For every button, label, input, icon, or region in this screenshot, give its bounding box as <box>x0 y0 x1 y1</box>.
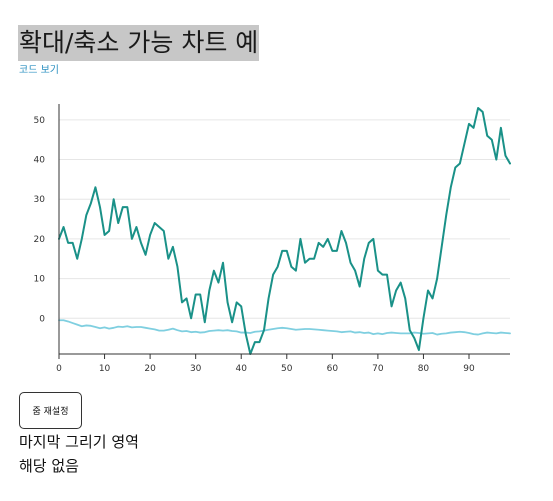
y-tick-label: 10 <box>34 275 46 285</box>
page-title: 확대/축소 가능 차트 예 <box>18 25 260 61</box>
x-tick-label: 10 <box>99 364 111 374</box>
series-line-1 <box>58 106 511 355</box>
x-tick-label: 20 <box>144 364 156 374</box>
x-tick-label: 0 <box>56 364 62 374</box>
y-tick-label: 30 <box>34 195 46 205</box>
x-tick-label: 80 <box>418 364 430 374</box>
view-code-link[interactable]: 코드 보기 <box>19 65 59 76</box>
x-tick-label: 40 <box>235 364 247 374</box>
y-tick-label: 40 <box>34 156 46 166</box>
y-tick-label: 20 <box>34 235 46 245</box>
zoomable-chart[interactable]: 0 10 20 30 40 50 0 10 20 30 40 50 60 70 80 90 <box>0 98 553 384</box>
x-tick-label: 30 <box>190 364 202 374</box>
reset-zoom-button[interactable]: 줌 재설정 <box>19 392 82 429</box>
line-chart-svg[interactable]: 0 10 20 30 40 50 0 10 20 30 40 50 60 70 80 90 <box>0 98 553 384</box>
y-tick-label: 0 <box>39 314 45 324</box>
last-draw-area-label: 마지막 그리기 영역 <box>19 433 139 451</box>
x-tick-label: 70 <box>372 364 384 374</box>
x-tick-label: 50 <box>281 364 293 374</box>
series-line-2 <box>58 319 511 336</box>
grid-lines <box>59 119 510 319</box>
y-tick-label: 50 <box>34 116 46 126</box>
last-draw-area-value: 해당 없음 <box>19 457 79 475</box>
x-tick-label: 60 <box>327 364 339 374</box>
axes: 0 10 20 30 40 50 0 10 20 30 40 50 60 70 80 90 <box>34 104 510 374</box>
series-layer <box>58 106 511 355</box>
x-tick-label: 90 <box>463 364 475 374</box>
